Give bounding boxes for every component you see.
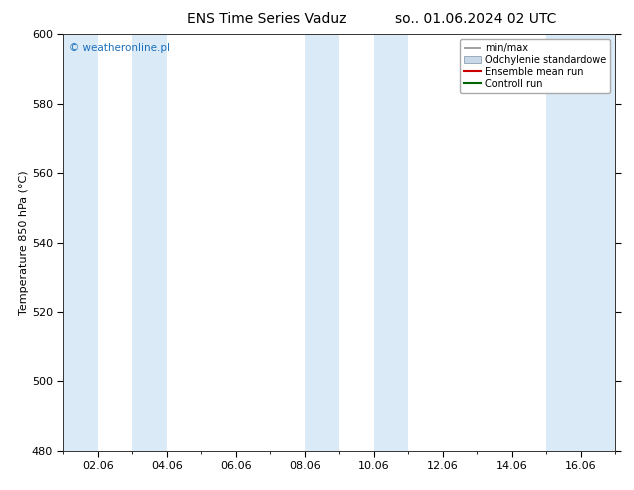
Y-axis label: Temperature 850 hPa (°C): Temperature 850 hPa (°C) bbox=[19, 170, 29, 315]
Bar bbox=[133, 34, 167, 451]
Text: so.. 01.06.2024 02 UTC: so.. 01.06.2024 02 UTC bbox=[395, 12, 556, 26]
Text: © weatheronline.pl: © weatheronline.pl bbox=[69, 43, 170, 52]
Bar bbox=[373, 34, 408, 451]
Bar bbox=[581, 34, 615, 451]
Bar bbox=[546, 34, 581, 451]
Text: ENS Time Series Vaduz: ENS Time Series Vaduz bbox=[186, 12, 346, 26]
Legend: min/max, Odchylenie standardowe, Ensemble mean run, Controll run: min/max, Odchylenie standardowe, Ensembl… bbox=[460, 39, 610, 93]
Bar bbox=[63, 34, 98, 451]
Bar bbox=[305, 34, 339, 451]
